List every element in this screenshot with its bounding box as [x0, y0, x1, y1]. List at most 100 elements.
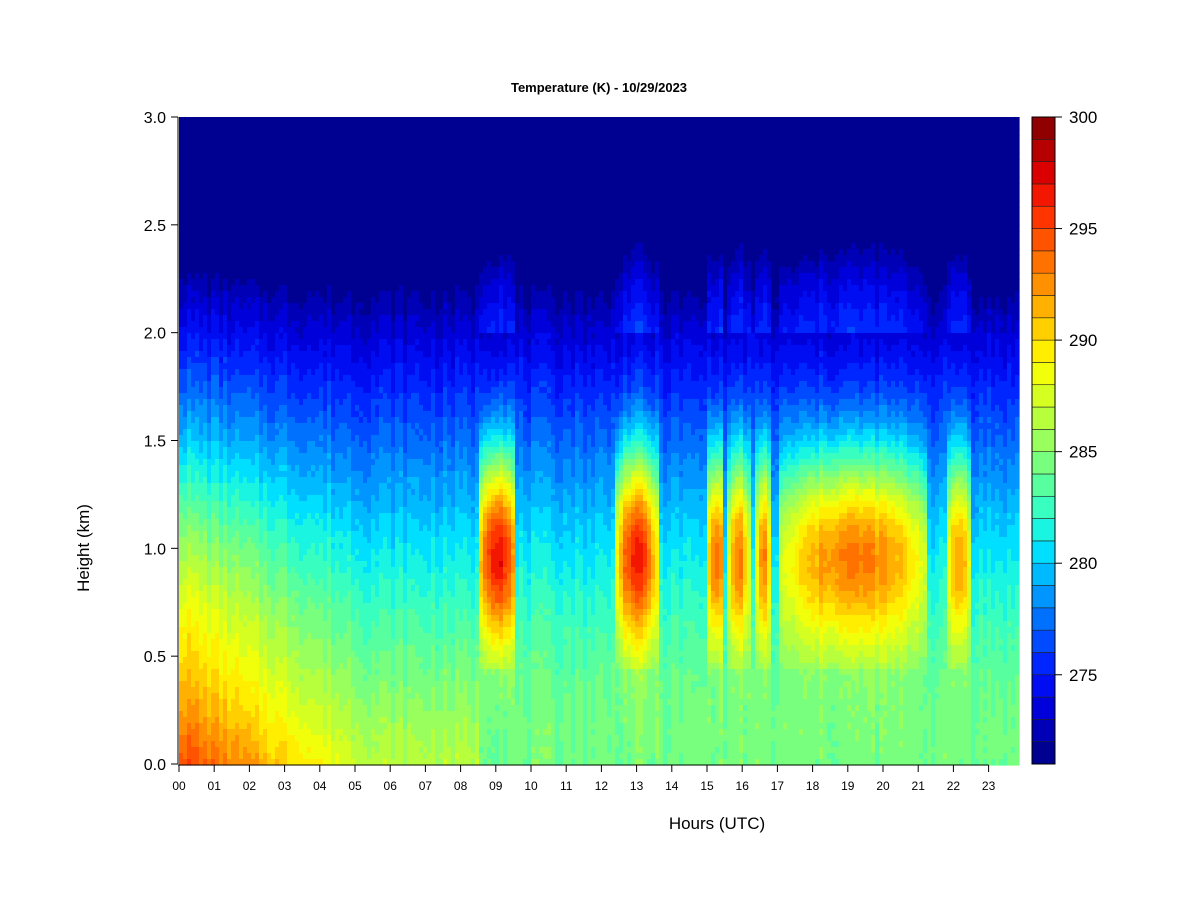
- heatmap-cell: [271, 285, 276, 292]
- heatmap-cell: [315, 729, 320, 736]
- heatmap-cell: [195, 543, 200, 550]
- heatmap-cell: [283, 255, 288, 262]
- heatmap-cell: [319, 657, 324, 664]
- heatmap-cell: [267, 225, 272, 232]
- heatmap-cell: [271, 363, 276, 370]
- heatmap-cell: [351, 705, 356, 712]
- heatmap-cell: [303, 489, 308, 496]
- heatmap-cell: [363, 183, 368, 190]
- heatmap-cell: [255, 441, 260, 448]
- heatmap-cell: [299, 339, 304, 346]
- heatmap-cell: [255, 339, 260, 346]
- heatmap-cell: [331, 249, 336, 256]
- heatmap-cell: [319, 141, 324, 148]
- heatmap-cell: [227, 549, 232, 556]
- heatmap-cell: [299, 381, 304, 388]
- heatmap-cell: [279, 129, 284, 136]
- heatmap-cell: [211, 201, 216, 208]
- heatmap-cell: [287, 477, 292, 484]
- heatmap-cell: [215, 459, 220, 466]
- heatmap-cell: [347, 483, 352, 490]
- heatmap-cell: [295, 195, 300, 202]
- heatmap-cell: [199, 261, 204, 268]
- heatmap-cell: [303, 183, 308, 190]
- heatmap-cell: [255, 717, 260, 724]
- heatmap-cell: [319, 543, 324, 550]
- heatmap-cell: [231, 747, 236, 754]
- heatmap-cell: [315, 681, 320, 688]
- heatmap-cell: [215, 153, 220, 160]
- heatmap-cell: [343, 405, 348, 412]
- heatmap-cell: [203, 195, 208, 202]
- heatmap-cell: [307, 165, 312, 172]
- heatmap-cell: [279, 153, 284, 160]
- heatmap-cell: [271, 663, 276, 670]
- heatmap-cell: [259, 459, 264, 466]
- heatmap-cell: [331, 147, 336, 154]
- heatmap-cell: [211, 213, 216, 220]
- heatmap-cell: [291, 345, 296, 352]
- heatmap-cell: [187, 243, 192, 250]
- heatmap-cell: [255, 513, 260, 520]
- heatmap-cell: [359, 489, 364, 496]
- heatmap-cell: [179, 555, 184, 562]
- heatmap-cell: [303, 261, 308, 268]
- heatmap-cell: [251, 465, 256, 472]
- heatmap-cell: [279, 285, 284, 292]
- heatmap-cell: [199, 423, 204, 430]
- heatmap-cell: [219, 669, 224, 676]
- heatmap-cell: [291, 651, 296, 658]
- heatmap-cell: [311, 339, 316, 346]
- heatmap-cell: [251, 141, 256, 148]
- heatmap-cell: [179, 699, 184, 706]
- heatmap-cell: [187, 651, 192, 658]
- heatmap-cell: [187, 675, 192, 682]
- heatmap-cell: [239, 393, 244, 400]
- heatmap-cell: [179, 429, 184, 436]
- heatmap-cell: [291, 297, 296, 304]
- heatmap-cell: [279, 513, 284, 520]
- heatmap-cell: [191, 489, 196, 496]
- heatmap-cell: [259, 387, 264, 394]
- heatmap-cell: [315, 705, 320, 712]
- heatmap-cell: [311, 735, 316, 742]
- heatmap-cell: [359, 381, 364, 388]
- heatmap-cell: [223, 417, 228, 424]
- heatmap-cell: [199, 483, 204, 490]
- heatmap-cell: [335, 423, 340, 430]
- heatmap-cell: [335, 213, 340, 220]
- heatmap-cell: [219, 519, 224, 526]
- heatmap-cell: [359, 297, 364, 304]
- heatmap-cell: [339, 657, 344, 664]
- heatmap-cell: [307, 123, 312, 130]
- heatmap-cell: [211, 459, 216, 466]
- heatmap-cell: [335, 405, 340, 412]
- heatmap-cell: [191, 609, 196, 616]
- heatmap-cell: [327, 339, 332, 346]
- heatmap-cell: [291, 399, 296, 406]
- heatmap-cell: [211, 183, 216, 190]
- heatmap-cell: [323, 183, 328, 190]
- heatmap-cell: [339, 285, 344, 292]
- heatmap-cell: [231, 315, 236, 322]
- heatmap-cell: [335, 489, 340, 496]
- heatmap-cell: [343, 315, 348, 322]
- heatmap-cell: [355, 693, 360, 700]
- heatmap-cell: [231, 159, 236, 166]
- heatmap-cell: [199, 183, 204, 190]
- heatmap-cell: [267, 117, 272, 124]
- heatmap-cell: [283, 153, 288, 160]
- heatmap-cell: [307, 369, 312, 376]
- heatmap-cell: [195, 213, 200, 220]
- heatmap-cell: [187, 417, 192, 424]
- heatmap-cell: [195, 195, 200, 202]
- heatmap-cell: [347, 555, 352, 562]
- heatmap-cell: [315, 207, 320, 214]
- heatmap-cell: [355, 327, 360, 334]
- heatmap-cell: [211, 741, 216, 748]
- heatmap-cell: [235, 327, 240, 334]
- heatmap-cell: [203, 141, 208, 148]
- heatmap-cell: [263, 123, 268, 130]
- heatmap-cell: [335, 681, 340, 688]
- heatmap-cell: [339, 417, 344, 424]
